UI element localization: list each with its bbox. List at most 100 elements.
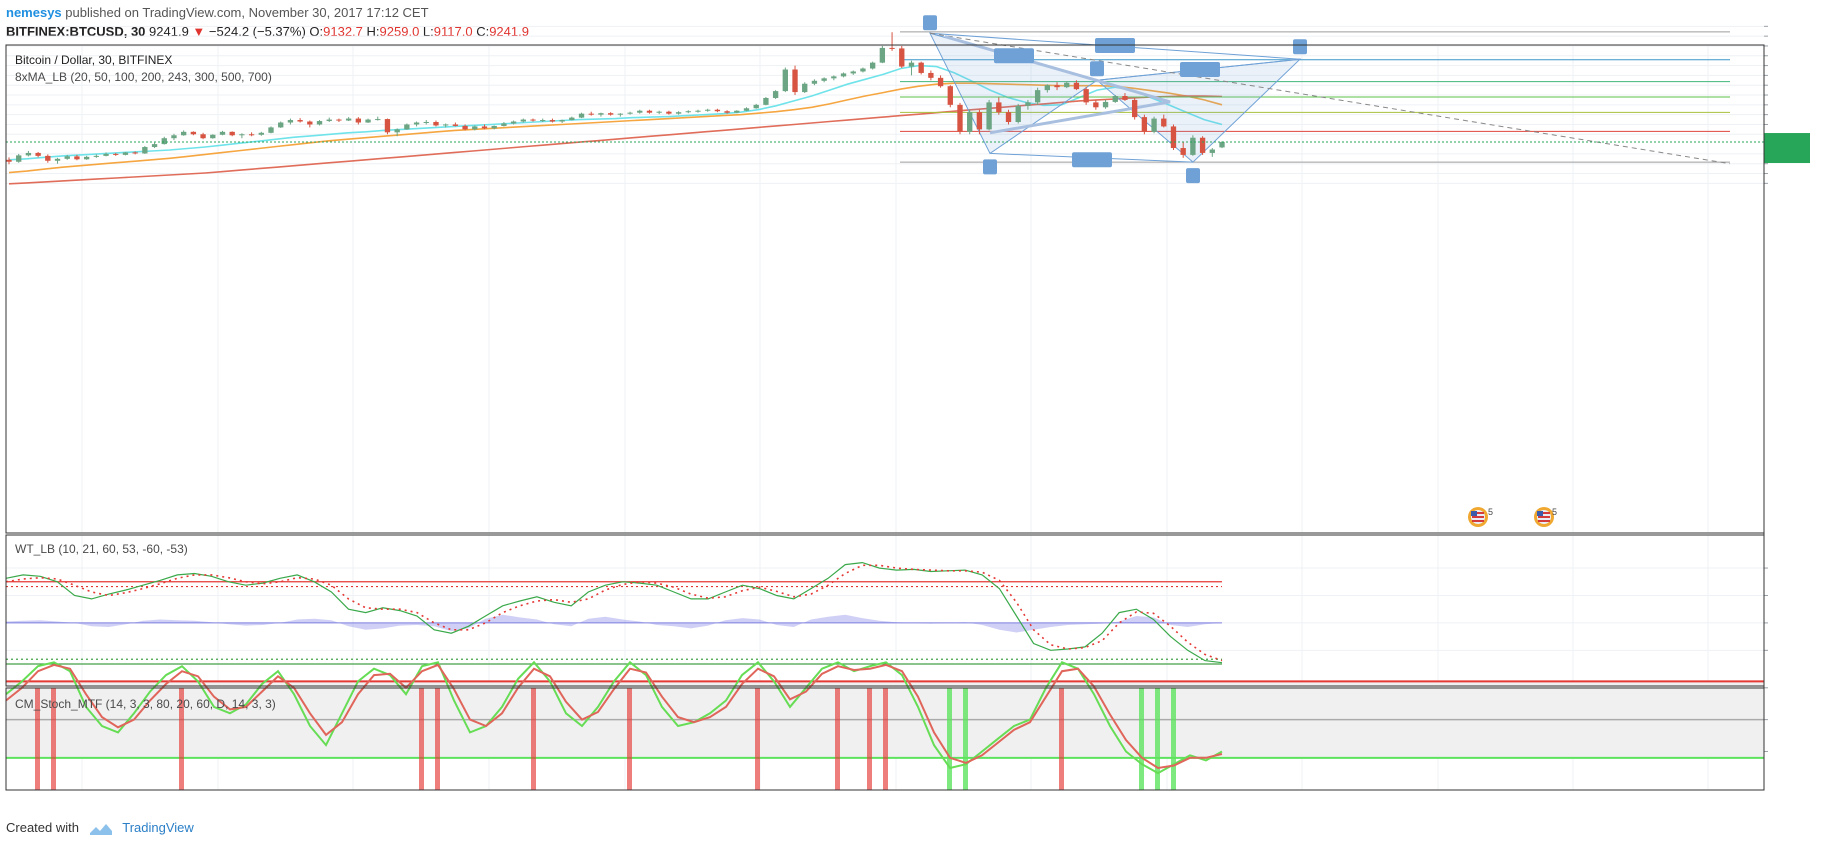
candle-body: [452, 124, 459, 126]
candle-body: [443, 124, 449, 126]
candle-body: [1131, 99, 1138, 118]
stoch-d-line: [5, 663, 1223, 770]
candle-body: [986, 102, 992, 130]
candle-body: [831, 76, 837, 79]
stoch-signal-bar: [883, 688, 888, 790]
candle-body: [1112, 96, 1118, 102]
stoch-signal-bar: [755, 688, 760, 790]
pattern-point-badge: [983, 159, 997, 175]
candle-body: [1209, 149, 1215, 153]
candle-body: [734, 110, 740, 113]
ticker-label: BITFINEX:BTCUSD, 30: [6, 24, 146, 39]
stoch-signal-bar: [531, 688, 536, 790]
candle-body: [307, 121, 313, 125]
candle-body: [64, 156, 70, 159]
candle-body: [937, 77, 944, 87]
candle-body: [918, 62, 924, 73]
stoch-signal-bar: [179, 688, 184, 790]
high-label: H:: [366, 24, 380, 39]
candle-body: [122, 152, 129, 155]
pattern-point-badge: [1186, 168, 1200, 184]
ma-line: [8, 64, 1223, 161]
candle-body: [889, 47, 895, 49]
candle-body: [142, 147, 148, 154]
candle-body: [384, 119, 391, 133]
candle-body: [1219, 142, 1225, 148]
candle-body: [840, 73, 847, 77]
candle-body: [472, 126, 478, 130]
candle-body: [578, 113, 585, 118]
candle-body: [375, 119, 381, 121]
candle-body: [1044, 85, 1050, 91]
stoch-signal-bar: [835, 688, 840, 790]
candle-body: [705, 109, 711, 111]
tradingview-link[interactable]: TradingView: [122, 820, 194, 835]
candle-body: [394, 129, 400, 133]
event-markers[interactable]: 5 5: [1468, 507, 1557, 527]
pane-frames: [5, 44, 1765, 791]
candle-body: [365, 119, 371, 123]
stoch-k-line: [5, 660, 1223, 775]
change-down-icon: ▼: [192, 24, 206, 39]
us-flag-event-icon[interactable]: [1468, 507, 1488, 527]
candle-body: [200, 134, 206, 139]
candle-body: [433, 122, 439, 126]
candle-body: [685, 111, 691, 113]
wt-line-1: [5, 561, 1223, 664]
fib-retracement: [900, 31, 1730, 163]
close-value: 9241.9: [489, 24, 529, 39]
candle-body: [1054, 85, 1060, 88]
low-label: L:: [422, 24, 434, 39]
candle-body: [74, 156, 80, 160]
candle-body: [171, 135, 177, 139]
candles: [6, 32, 1225, 165]
tradingview-logo-icon: [89, 823, 112, 835]
us-flag-event-icon[interactable]: [1534, 507, 1554, 527]
candle-body: [743, 108, 750, 111]
candle-body: [646, 110, 653, 113]
author-link[interactable]: nemesys: [6, 5, 62, 20]
stoch-signal-bar: [947, 688, 952, 790]
created-with-text: Created with: [6, 820, 79, 835]
candle-body: [753, 104, 759, 109]
candle-body: [161, 138, 167, 145]
stoch-signal-bar: [419, 688, 424, 790]
candle-body: [714, 109, 721, 112]
event-count: 5: [1552, 507, 1557, 517]
candle-body: [802, 83, 808, 93]
price-change: −524.2 (−5.37%): [208, 24, 306, 39]
candle-body: [627, 112, 633, 114]
stoch-signal-bar: [435, 688, 440, 790]
stoch-signal-bar: [1155, 688, 1160, 790]
candle-body: [1170, 126, 1177, 149]
candle-body: [1141, 117, 1148, 132]
high-value: 9259.0: [379, 24, 420, 39]
candle-body: [326, 119, 332, 122]
pane-titles: Bitcoin / Dollar, 30, BITFINEX 8xMA_LB (…: [15, 53, 276, 711]
trend-line-dashed: [929, 32, 1731, 165]
candle-body: [258, 132, 264, 135]
candle-body: [908, 62, 915, 67]
candle-body: [996, 102, 1002, 113]
pattern-point-badge: [1090, 61, 1104, 77]
candle-body: [16, 155, 22, 162]
candle-body: [1034, 90, 1041, 103]
candle-body: [860, 68, 866, 72]
chart-canvas[interactable]: Bitcoin / Dollar, 30, BITFINEX 8xMA_LB (…: [0, 0, 1824, 810]
candle-body: [151, 144, 158, 148]
ma-line: [8, 82, 1223, 174]
stoch-signal-bar: [35, 688, 40, 790]
chart-header: nemesys published on TradingView.com, No…: [6, 3, 1806, 41]
candle-body: [724, 111, 730, 113]
candle-body: [666, 111, 672, 114]
candle-body: [132, 152, 138, 154]
harmonic-pattern[interactable]: [923, 15, 1731, 184]
wt-line-2: [5, 564, 1223, 662]
candle-body: [35, 152, 41, 156]
candle-body: [219, 131, 226, 135]
stoch-signal-bar: [963, 688, 968, 790]
candle-body: [772, 91, 779, 98]
candle-body: [491, 125, 497, 129]
candle-body: [462, 125, 468, 130]
grid: [6, 25, 1764, 790]
